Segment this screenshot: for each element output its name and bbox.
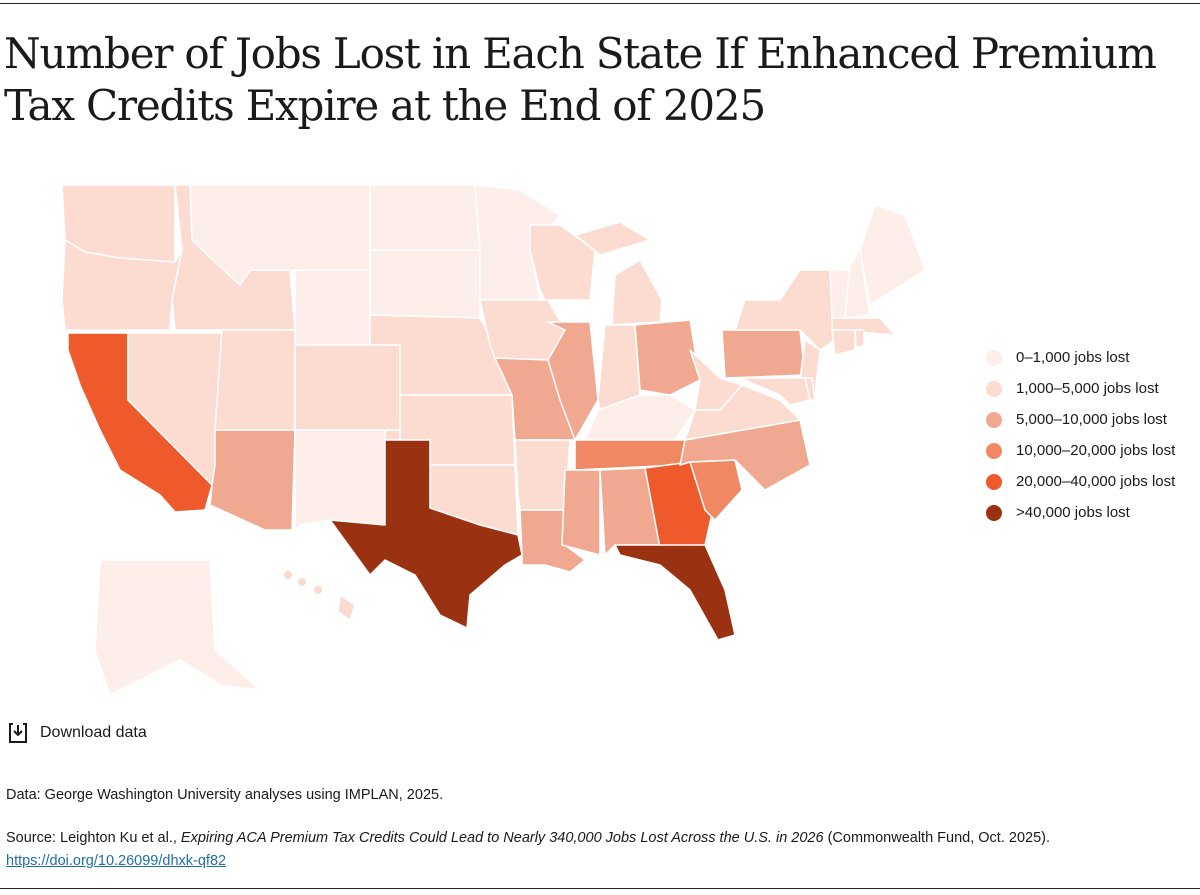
top-rule [0, 3, 1200, 4]
legend-item: 0–1,000 jobs lost [986, 346, 1175, 369]
state-mi [611, 259, 663, 326]
state-il [547, 321, 599, 441]
legend-swatch [986, 442, 1002, 459]
source-title: Expiring ACA Premium Tax Credits Could L… [180, 830, 824, 846]
data-note: Data: George Washington University analy… [6, 787, 444, 803]
state-az [209, 429, 296, 531]
state-nc [679, 419, 811, 491]
state-nd [369, 184, 481, 251]
state-nm [294, 429, 386, 531]
legend-label: 10,000–20,000 jobs lost [1016, 442, 1176, 459]
state-co [294, 344, 401, 431]
state-me [859, 204, 926, 306]
state-ms [561, 469, 601, 556]
state-de [804, 377, 816, 401]
state-hi [337, 594, 356, 621]
source-note: Source: Leighton Ku et al., Expiring ACA… [6, 827, 1050, 873]
state-hi-island [314, 586, 322, 594]
state-ak [94, 559, 261, 696]
state-wi [529, 224, 596, 301]
state-ri [854, 329, 865, 349]
source-suffix: (Commonwealth Fund, Oct. 2025). [823, 830, 1051, 846]
legend-swatch [986, 380, 1002, 397]
state-nh [844, 249, 871, 319]
state-md [739, 377, 811, 406]
legend-item: 20,000–40,000 jobs lost [986, 470, 1175, 493]
download-data-button[interactable]: Download data [8, 722, 147, 744]
state-hi-island [298, 578, 306, 586]
state-wv [689, 349, 743, 411]
legend-label: 1,000–5,000 jobs lost [1016, 380, 1159, 397]
bottom-rule [0, 888, 1200, 889]
legend-label: 5,000–10,000 jobs lost [1016, 411, 1167, 428]
source-link[interactable]: https://doi.org/10.26099/dhxk-qf82 [6, 853, 227, 869]
state-wy [294, 269, 371, 346]
download-label: Download data [40, 724, 147, 741]
state-mi [574, 221, 651, 256]
legend-label: 20,000–40,000 jobs lost [1016, 473, 1176, 490]
legend-item: 10,000–20,000 jobs lost [986, 439, 1175, 462]
legend-swatch [986, 473, 1002, 490]
state-ct [831, 329, 856, 356]
legend-swatch [986, 411, 1002, 428]
chart-title: Number of Jobs Lost in Each State If Enh… [4, 29, 1157, 130]
legend-swatch [986, 504, 1002, 521]
state-hi-island [284, 571, 292, 579]
source-prefix: Source: Leighton Ku et al., [6, 830, 181, 846]
state-ut [214, 329, 296, 431]
state-tx [329, 439, 523, 629]
legend-label: 0–1,000 jobs lost [1016, 349, 1130, 366]
legend-item: >40,000 jobs lost [986, 501, 1175, 524]
us-map [61, 184, 926, 696]
state-fl [614, 544, 736, 641]
legend-label: >40,000 jobs lost [1016, 504, 1130, 521]
download-icon [9, 723, 27, 743]
legend: 0–1,000 jobs lost 1,000–5,000 jobs lost … [986, 346, 1175, 524]
legend-item: 5,000–10,000 jobs lost [986, 408, 1175, 431]
state-sd [369, 249, 481, 319]
state-mn [474, 184, 561, 301]
state-pa [721, 329, 806, 379]
legend-swatch [986, 349, 1002, 366]
legend-item: 1,000–5,000 jobs lost [986, 377, 1175, 400]
state-ar [514, 439, 571, 511]
state-oh [634, 319, 701, 396]
